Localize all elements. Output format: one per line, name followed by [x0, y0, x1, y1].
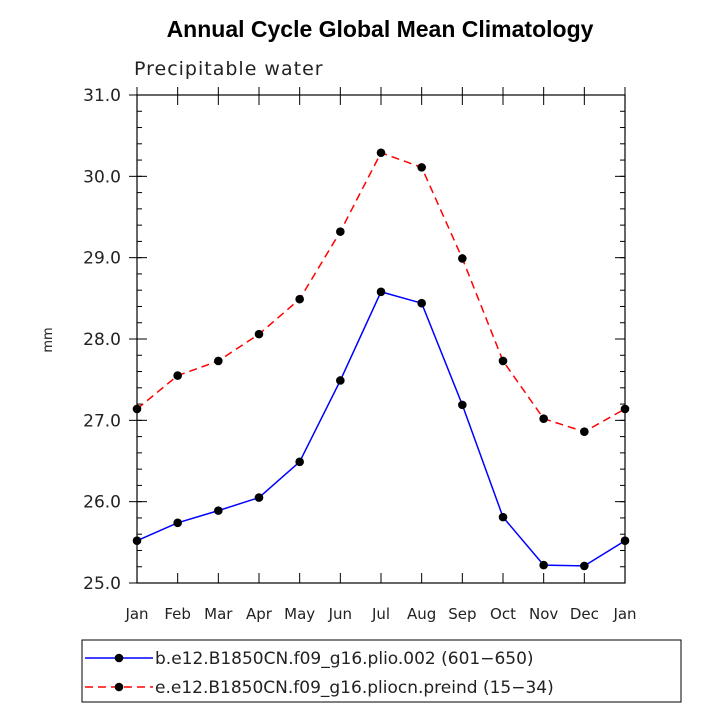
y-tick-labels: 25.0 26.0 27.0 28.0 29.0 30.0 31.0 [83, 86, 121, 594]
series-1-point [539, 560, 548, 570]
series-2-point [580, 427, 589, 437]
y-axis-label: mm [41, 327, 56, 352]
x-tick-label: May [284, 605, 315, 623]
y-tick-label: 25.0 [83, 574, 121, 594]
series-2-point [539, 414, 548, 424]
series-2-point [295, 294, 304, 304]
legend-label-2: e.e12.B1850CN.f09_g16.pliocn.preind (15−… [155, 678, 554, 698]
series-1-point [458, 400, 467, 410]
y-tick-label: 27.0 [83, 411, 121, 431]
series-2-point [214, 356, 223, 366]
series-2-point [417, 163, 426, 172]
plot-frame [136, 94, 626, 584]
legend-box [81, 639, 682, 703]
series-2-point [336, 227, 345, 236]
legend-marker-2 [114, 682, 124, 692]
x-tick-label: Jul [371, 605, 390, 623]
x-tick-label: Jun [328, 605, 352, 623]
x-tick-label: Feb [164, 605, 191, 623]
series-1-point [295, 457, 304, 467]
series-1-point [214, 506, 223, 515]
y-tick-label: 31.0 [83, 86, 121, 106]
series-2-point [376, 148, 386, 158]
x-tick-label: Dec [570, 605, 599, 623]
x-tick-labels: Jan Feb Mar Apr May Jun Jul Aug Sep Oct Nov Dec Jan [124, 605, 636, 623]
x-tick-label: Jan [124, 605, 148, 623]
legend: b.e12.B1850CN.f09_g16.plio.002 (601−650)… [81, 639, 682, 703]
legend-label-1: b.e12.B1850CN.f09_g16.plio.002 (601−650) [155, 649, 534, 669]
x-tick-label: Sep [448, 605, 476, 623]
x-tick-label: Nov [529, 605, 558, 623]
series-2-point [498, 356, 508, 366]
series-1-point [336, 376, 345, 385]
series-2-point [458, 254, 467, 263]
series-line-1 [136, 290, 626, 567]
x-tick-label: Jan [612, 605, 636, 623]
series-1-point [254, 493, 264, 502]
series-1-point [417, 298, 426, 308]
series-1-point [376, 287, 386, 297]
x-tick-label: Mar [204, 605, 233, 623]
x-tick-label: Apr [246, 605, 273, 623]
x-tick-label: Oct [490, 605, 516, 623]
x-tick-label: Aug [407, 605, 436, 623]
series-2-point [173, 371, 182, 380]
legend-marker-1 [114, 653, 124, 663]
series-1-point [580, 561, 589, 571]
y-tick-label: 26.0 [83, 493, 121, 513]
series-1-point [173, 518, 182, 528]
y-tick-label: 29.0 [83, 249, 121, 269]
y-tick-label: 28.0 [83, 330, 121, 350]
chart-subtitle: Precipitable water [134, 58, 324, 80]
series-layer [132, 148, 630, 571]
y-tick-label: 30.0 [83, 167, 121, 187]
series-2-point [254, 329, 264, 339]
series-1-point [498, 512, 508, 522]
chart-title: Annual Cycle Global Mean Climatology [167, 16, 594, 42]
